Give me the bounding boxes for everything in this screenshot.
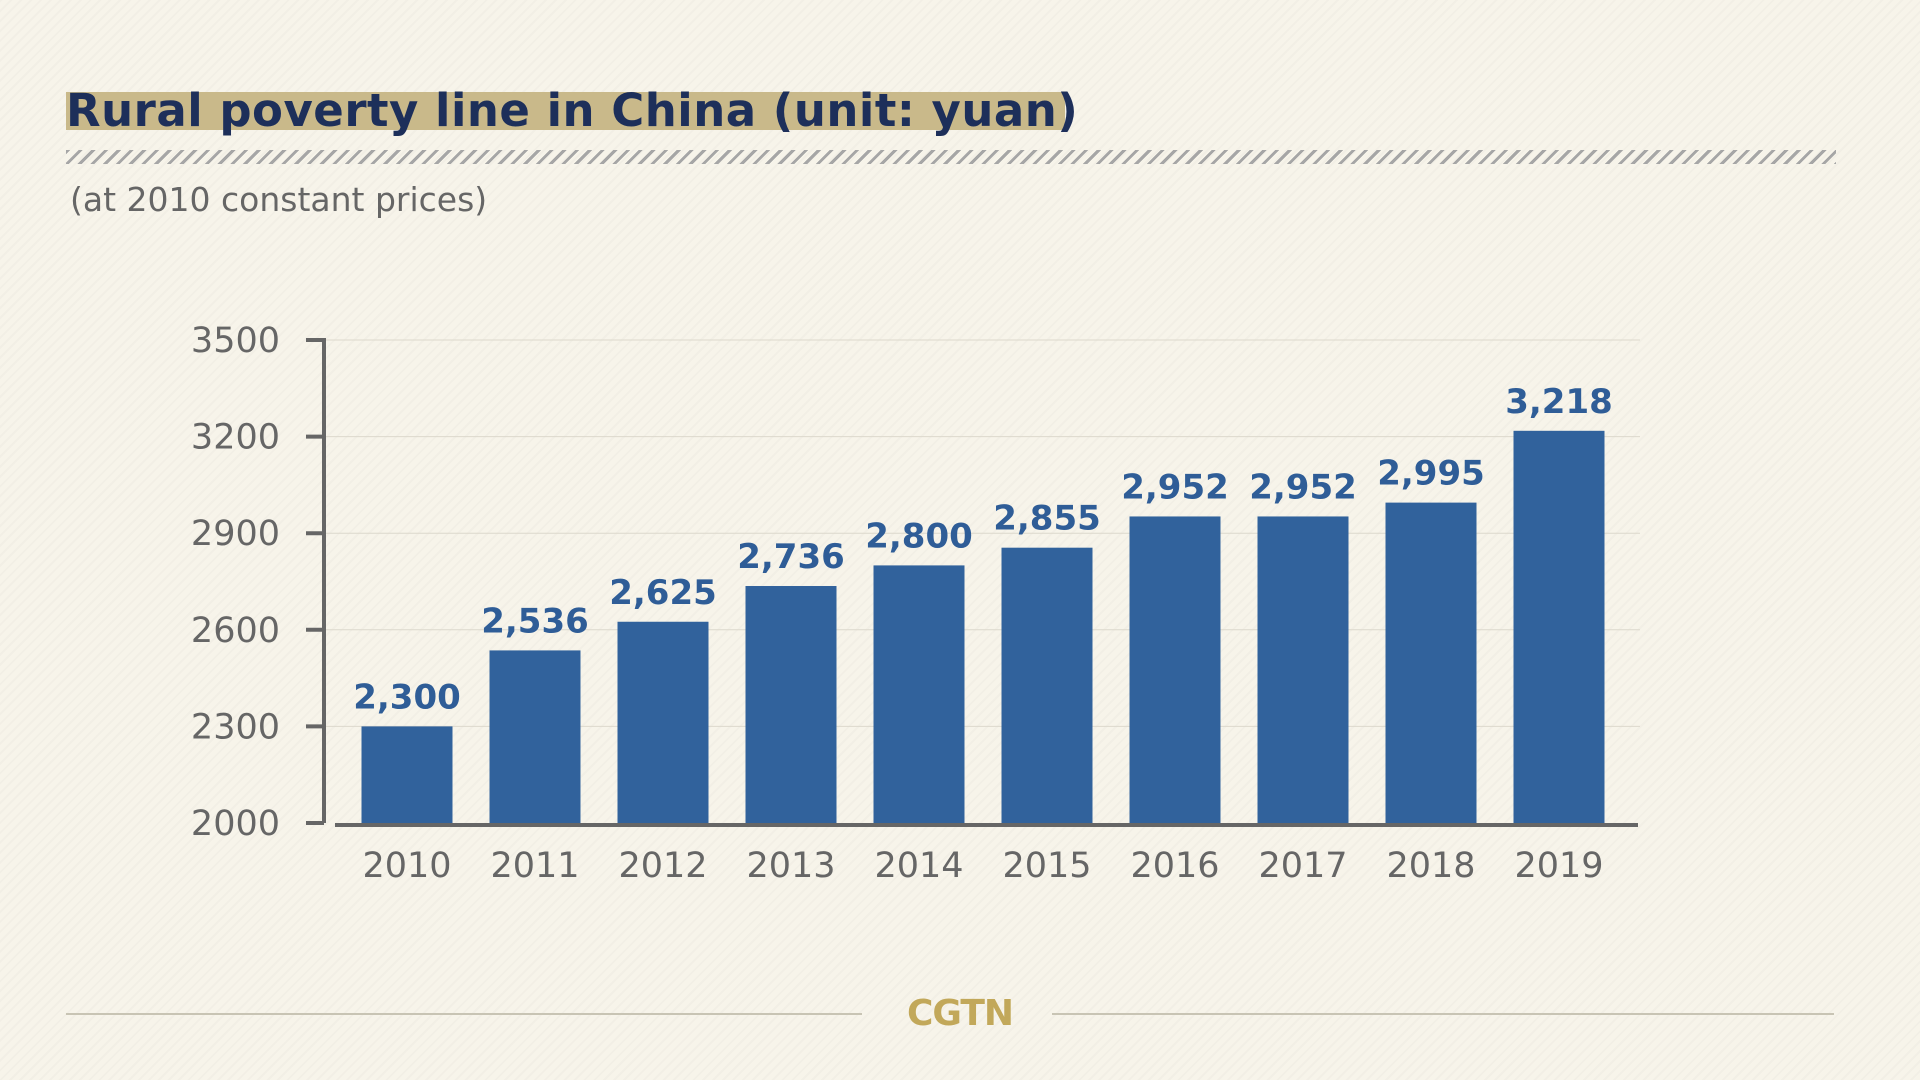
x-tick-label: 2014 [874, 846, 963, 886]
x-tick-label: 2010 [362, 846, 451, 886]
data-label: 2,855 [993, 499, 1101, 539]
x-axis-tick-labels: 2010 2011 2012 2013 2014 2015 2016 2017 2018 2019 [362, 846, 1603, 886]
bars [361, 430, 1605, 823]
title-hatched-divider [66, 150, 1836, 164]
x-tick-label: 2019 [1514, 846, 1603, 886]
data-label: 2,736 [737, 537, 845, 577]
bar-2019 [1513, 430, 1605, 823]
bar-2014 [873, 565, 965, 823]
y-tick-label: 2600 [191, 611, 280, 651]
x-tick-label: 2017 [1258, 846, 1347, 886]
bar-2011 [489, 650, 581, 823]
bar-2012 [617, 621, 709, 823]
y-tick-label: 2900 [191, 514, 280, 554]
x-tick-label: 2015 [1002, 846, 1091, 886]
bar-2013 [745, 586, 837, 823]
x-tick-label: 2012 [618, 846, 707, 886]
x-tick-label: 2013 [746, 846, 835, 886]
y-tick-label: 3200 [191, 418, 280, 458]
data-label: 3,218 [1505, 382, 1613, 422]
data-label: 2,300 [353, 677, 461, 717]
chart-title: Rural poverty line in China (unit: yuan) [66, 84, 1079, 137]
data-label: 2,800 [865, 516, 973, 556]
x-tick-label: 2011 [490, 846, 579, 886]
data-label: 2,536 [481, 601, 589, 641]
data-label: 2,995 [1377, 454, 1485, 494]
bar-2018 [1385, 502, 1477, 823]
x-tick-label: 2016 [1130, 846, 1219, 886]
y-tick-label: 3500 [191, 321, 280, 361]
data-labels: 2,300 2,536 2,625 2,736 2,800 2,855 2,952 2,952… [353, 382, 1613, 718]
y-tick-label: 2000 [191, 804, 280, 844]
data-label: 2,952 [1121, 467, 1229, 507]
x-tick-label: 2018 [1386, 846, 1475, 886]
bar-2015 [1001, 547, 1093, 823]
footer-rule-right [1052, 1013, 1834, 1015]
bar-2016 [1129, 516, 1221, 823]
y-tick-label: 2300 [191, 707, 280, 747]
chart-title-block: Rural poverty line in China (unit: yuan) [66, 88, 1078, 134]
bar-2010 [361, 726, 453, 823]
bar-2017 [1257, 516, 1349, 823]
data-label: 2,625 [609, 573, 717, 613]
axes [306, 338, 1638, 827]
brand-logo: CGTN [906, 993, 1014, 1034]
data-label: 2,952 [1249, 467, 1357, 507]
title-highlight-bar [66, 92, 1065, 130]
footer-rule-left [66, 1013, 862, 1015]
chart-subtitle: (at 2010 constant prices) [70, 180, 488, 219]
y-axis-tick-labels: 2000 2300 2600 2900 3200 3500 [191, 321, 280, 844]
